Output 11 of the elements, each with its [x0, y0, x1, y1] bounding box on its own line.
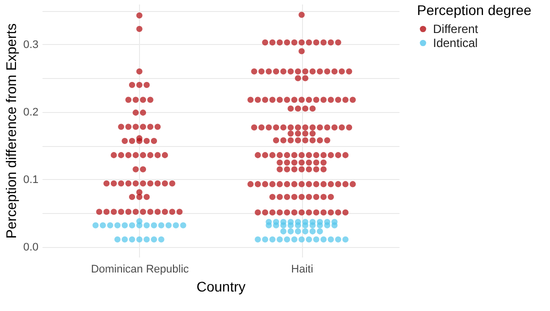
y-tick-label: 0.1	[23, 174, 38, 186]
y-tick-label: 0.0	[23, 241, 38, 254]
y-tick-label: 0.2	[23, 106, 38, 118]
legend-title: Perception degree	[417, 2, 532, 18]
x-axis-title: Country	[196, 278, 246, 294]
legend-label: Identical	[433, 36, 478, 50]
x-tick-label: Dominican Republic	[90, 264, 190, 276]
x-tick-label: Haiti	[291, 264, 314, 276]
legend-label: Different	[433, 22, 479, 36]
y-tick-label: 0.3	[23, 38, 38, 51]
y-axis-title: Perception difference from Experts	[3, 23, 20, 239]
